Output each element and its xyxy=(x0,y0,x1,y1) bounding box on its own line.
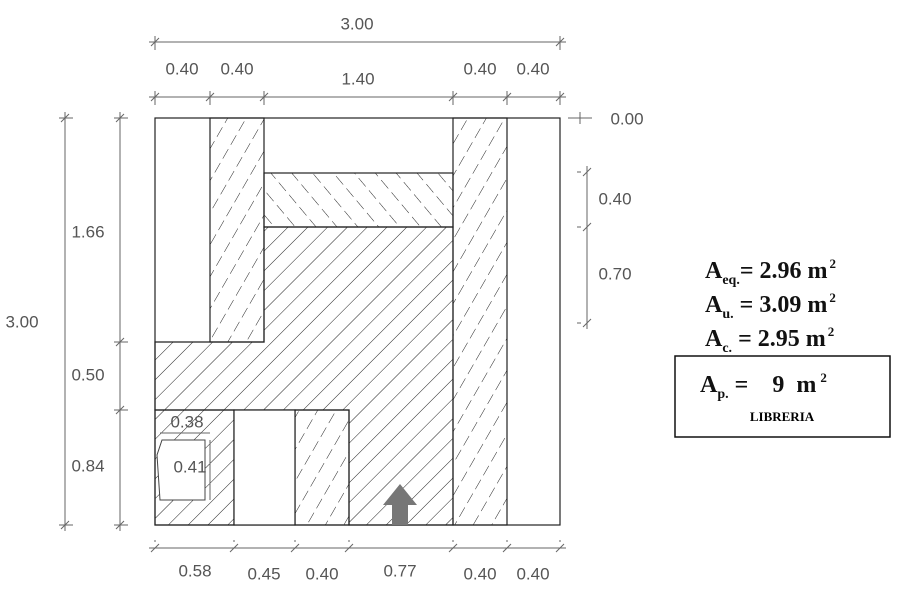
opening xyxy=(233,409,296,526)
dim-tick xyxy=(502,92,512,102)
superscript: 2 xyxy=(829,290,836,305)
symbol: A xyxy=(705,258,723,284)
dim-tick xyxy=(582,167,592,177)
value: = 2.96 m xyxy=(740,258,828,284)
dim-label: 0.40 xyxy=(305,564,338,583)
dim-label: 3.00 xyxy=(5,312,38,331)
dim-label: 0.00 xyxy=(610,109,643,128)
dim-tick xyxy=(115,405,125,415)
dim-tick xyxy=(448,543,458,553)
dim-tick xyxy=(150,543,160,553)
dim-tick xyxy=(150,37,160,47)
plan-regions xyxy=(154,117,561,526)
dim-tick xyxy=(115,337,125,347)
symbol: A xyxy=(705,292,723,318)
dim-label: 0.50 xyxy=(71,365,104,384)
dim-label: 0.38 xyxy=(170,412,203,431)
dim-label: 0.77 xyxy=(383,561,416,580)
dim-tick xyxy=(555,37,565,47)
dim-tick xyxy=(259,92,269,102)
dim-tick xyxy=(60,113,70,123)
symbol: A xyxy=(700,372,718,398)
dim-label: 3.00 xyxy=(340,14,373,33)
dim-label: 0.84 xyxy=(71,456,104,475)
column-right xyxy=(452,117,508,526)
dim-tick xyxy=(290,543,300,553)
subscript: u. xyxy=(722,307,733,322)
dim-label: 0.40 xyxy=(516,59,549,78)
dim-tick xyxy=(229,543,239,553)
dim-label: 0.40 xyxy=(598,189,631,208)
symbol: A xyxy=(705,326,723,352)
superscript: 2 xyxy=(820,370,827,385)
dim-tick xyxy=(555,92,565,102)
summary-label: LIBRERIA xyxy=(750,409,815,424)
dim-label: 0.40 xyxy=(165,59,198,78)
band-top xyxy=(263,172,454,228)
dim-label: 0.58 xyxy=(178,561,211,580)
value: = 2.95 m xyxy=(732,326,826,352)
dim-tick xyxy=(582,318,592,328)
dim-tick xyxy=(150,92,160,102)
dim-tick xyxy=(555,543,565,553)
dim-label: 1.40 xyxy=(341,69,374,88)
superscript: 2 xyxy=(828,324,835,339)
dim-tick xyxy=(502,543,512,553)
dim-label: 0.70 xyxy=(598,264,631,283)
dim-label: 0.40 xyxy=(463,564,496,583)
subscript: c. xyxy=(722,341,732,356)
entry-arrow xyxy=(383,484,417,525)
dim-label: 0.40 xyxy=(463,59,496,78)
dim-tick xyxy=(205,92,215,102)
dim-tick xyxy=(448,92,458,102)
subscript: p. xyxy=(717,387,728,402)
column-bottom xyxy=(294,409,350,526)
value: = 3.09 m xyxy=(734,292,828,318)
dim-label: 0.40 xyxy=(220,59,253,78)
dim-tick xyxy=(344,543,354,553)
cabinet xyxy=(156,439,206,501)
dim-tick xyxy=(115,113,125,123)
dim-label: 1.66 xyxy=(71,222,104,241)
dim-tick xyxy=(60,520,70,530)
column-left xyxy=(209,117,265,343)
dim-tick xyxy=(115,520,125,530)
summary-box xyxy=(674,355,891,438)
dim-label: 0.45 xyxy=(247,564,280,583)
dim-label: 0.40 xyxy=(516,564,549,583)
superscript: 2 xyxy=(830,256,837,271)
value: = 9 m xyxy=(729,372,817,398)
dim-tick xyxy=(582,222,592,232)
subscript: eq. xyxy=(722,273,740,288)
dim-label: 0.41 xyxy=(173,457,206,476)
dimension-lines xyxy=(59,36,592,553)
